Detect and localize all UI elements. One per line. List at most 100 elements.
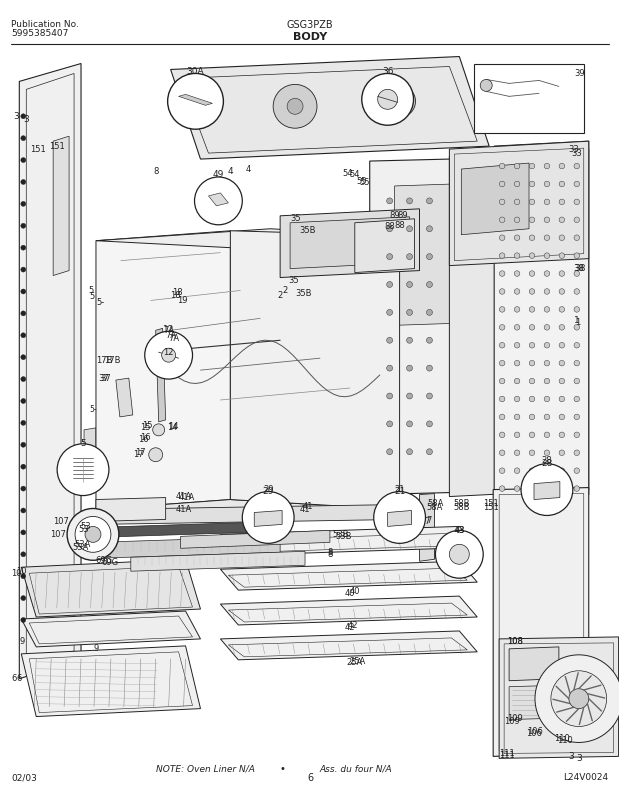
Circle shape [574, 271, 580, 276]
Circle shape [559, 271, 565, 276]
Text: 8: 8 [327, 548, 332, 557]
Text: 107: 107 [50, 530, 66, 539]
Circle shape [529, 450, 535, 456]
Circle shape [529, 252, 535, 258]
Circle shape [529, 486, 535, 491]
Text: 69G: 69G [95, 556, 113, 565]
Circle shape [499, 199, 505, 205]
Text: 38: 38 [573, 264, 583, 273]
Polygon shape [96, 537, 280, 558]
Text: 41: 41 [303, 502, 313, 511]
Circle shape [499, 325, 505, 330]
Text: 12: 12 [164, 348, 174, 357]
Polygon shape [499, 637, 619, 758]
Circle shape [559, 432, 565, 437]
Circle shape [529, 289, 535, 295]
Text: 37: 37 [98, 374, 109, 383]
Text: 14: 14 [167, 422, 178, 431]
Text: 15: 15 [140, 423, 151, 433]
Circle shape [427, 421, 432, 427]
Circle shape [21, 157, 26, 163]
Circle shape [544, 235, 550, 241]
Text: 18: 18 [170, 291, 181, 300]
Circle shape [559, 450, 565, 456]
Text: 35B: 35B [299, 226, 316, 235]
Circle shape [387, 449, 392, 455]
Text: 3: 3 [14, 112, 19, 121]
Polygon shape [450, 141, 589, 265]
Polygon shape [388, 511, 412, 526]
Text: 35: 35 [288, 276, 299, 285]
Circle shape [21, 136, 26, 141]
Polygon shape [21, 646, 200, 716]
Text: 5995385407: 5995385407 [11, 29, 69, 37]
Polygon shape [21, 559, 200, 617]
Text: 21: 21 [394, 487, 405, 496]
Circle shape [407, 393, 412, 399]
Text: 42: 42 [345, 623, 355, 633]
Circle shape [529, 181, 535, 187]
Circle shape [407, 421, 412, 427]
Circle shape [427, 449, 432, 455]
Circle shape [574, 252, 580, 258]
Text: 14: 14 [167, 423, 177, 433]
Text: •: • [279, 765, 285, 774]
Text: 29: 29 [263, 485, 273, 494]
Circle shape [559, 235, 565, 241]
Circle shape [499, 468, 505, 473]
Polygon shape [96, 522, 280, 538]
Circle shape [427, 365, 432, 371]
Circle shape [514, 252, 520, 258]
Text: 108: 108 [507, 638, 523, 646]
Circle shape [427, 393, 432, 399]
Circle shape [514, 199, 520, 205]
Text: 5: 5 [88, 286, 93, 295]
Text: 5: 5 [80, 439, 86, 449]
Text: 17: 17 [133, 450, 144, 459]
Text: 25A: 25A [347, 658, 363, 667]
Circle shape [574, 342, 580, 348]
Text: 49: 49 [213, 171, 224, 179]
Circle shape [21, 486, 26, 491]
Text: 17B: 17B [104, 356, 120, 364]
Text: 88: 88 [394, 222, 405, 230]
Polygon shape [96, 499, 400, 519]
Text: 9: 9 [94, 645, 99, 653]
Text: 42: 42 [348, 622, 358, 630]
Circle shape [529, 164, 535, 169]
Text: 53: 53 [81, 522, 91, 531]
Circle shape [480, 79, 492, 91]
Circle shape [407, 449, 412, 455]
Circle shape [535, 655, 620, 742]
Circle shape [514, 486, 520, 491]
Text: 17B: 17B [96, 356, 112, 364]
Text: 30A: 30A [187, 67, 205, 76]
Circle shape [21, 245, 26, 250]
Text: 41: 41 [300, 505, 310, 514]
Circle shape [559, 414, 565, 420]
Polygon shape [19, 64, 81, 679]
Circle shape [559, 306, 565, 312]
Text: 53B: 53B [335, 532, 352, 541]
Circle shape [67, 508, 119, 561]
Text: 40: 40 [350, 587, 360, 596]
Circle shape [407, 337, 412, 343]
Text: 41A: 41A [175, 492, 192, 501]
Text: eReplacementParts.com: eReplacementParts.com [242, 405, 378, 415]
Polygon shape [220, 561, 477, 590]
Circle shape [427, 282, 432, 287]
Text: 5-: 5- [97, 298, 105, 307]
Circle shape [21, 618, 26, 622]
Circle shape [559, 217, 565, 222]
Circle shape [544, 271, 550, 276]
Circle shape [57, 444, 109, 495]
Text: 53: 53 [78, 525, 89, 534]
Text: 111: 111 [499, 749, 515, 758]
Text: L24V0024: L24V0024 [564, 773, 609, 782]
Circle shape [499, 181, 505, 187]
Circle shape [499, 164, 505, 169]
Circle shape [559, 360, 565, 366]
Circle shape [407, 310, 412, 315]
Circle shape [407, 365, 412, 371]
Text: 37: 37 [100, 374, 111, 383]
